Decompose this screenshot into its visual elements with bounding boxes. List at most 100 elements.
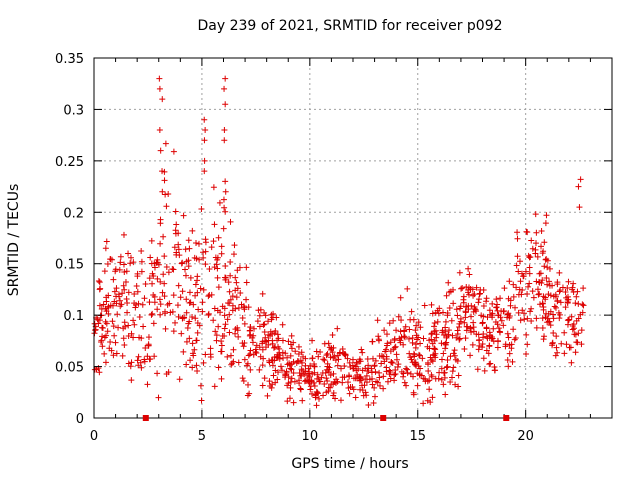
data-point (159, 188, 166, 195)
data-point (272, 328, 279, 335)
data-point (369, 355, 376, 362)
data-point (393, 327, 400, 334)
data-point (432, 327, 439, 334)
data-point (402, 323, 409, 330)
data-point (218, 250, 225, 257)
data-point (226, 329, 233, 336)
data-point (444, 357, 451, 364)
data-point (130, 259, 137, 266)
data-point (387, 339, 394, 346)
data-point (375, 333, 382, 340)
data-point (465, 265, 472, 272)
data-point (428, 371, 435, 378)
data-point (543, 256, 550, 263)
data-point (428, 301, 435, 308)
data-point (172, 319, 179, 326)
data-point (210, 184, 217, 191)
data-point (249, 339, 256, 346)
data-point (366, 376, 373, 383)
data-point (177, 294, 184, 301)
data-point (246, 332, 253, 339)
data-point (110, 276, 117, 283)
data-point (187, 274, 194, 281)
data-point (125, 289, 132, 296)
data-point (130, 334, 137, 341)
data-point (186, 299, 193, 306)
data-point (288, 332, 295, 339)
data-point (154, 256, 161, 263)
data-point (386, 367, 393, 374)
data-point (486, 361, 493, 368)
y-tick-label: 0.15 (55, 258, 84, 273)
data-point (549, 282, 556, 289)
data-point (111, 332, 118, 339)
data-point (497, 295, 504, 302)
data-point (368, 365, 375, 372)
data-point (117, 259, 124, 266)
data-point (91, 330, 98, 337)
data-point (288, 375, 295, 382)
data-point (274, 376, 281, 383)
data-point (290, 339, 297, 346)
data-point (373, 378, 380, 385)
data-point (513, 284, 520, 291)
data-point (443, 364, 450, 371)
data-point (186, 245, 193, 252)
data-point (504, 330, 511, 337)
data-point (466, 291, 473, 298)
data-point (480, 355, 487, 362)
data-point (210, 317, 217, 324)
data-point (201, 157, 208, 164)
data-point (462, 335, 469, 342)
data-point (502, 343, 509, 350)
data-point (199, 308, 206, 315)
data-point (453, 306, 460, 313)
data-point (276, 355, 283, 362)
data-point (561, 350, 568, 357)
data-point (156, 85, 163, 92)
data-point (359, 349, 366, 356)
data-point (443, 292, 450, 299)
data-point (505, 363, 512, 370)
data-point (202, 236, 209, 243)
data-point (534, 253, 541, 260)
data-point (148, 311, 155, 318)
data-point (116, 266, 123, 273)
data-point (222, 101, 229, 108)
data-point (363, 372, 370, 379)
data-point (191, 254, 198, 261)
data-point (469, 341, 476, 348)
data-point (534, 286, 541, 293)
data-point (393, 351, 400, 358)
data-point (539, 300, 546, 307)
data-point (466, 271, 473, 278)
data-point (334, 325, 341, 332)
data-point (327, 384, 334, 391)
data-point (211, 383, 218, 390)
data-point (241, 339, 248, 346)
data-point (200, 254, 207, 261)
data-point (222, 188, 229, 195)
data-point (413, 322, 420, 329)
data-point (276, 349, 283, 356)
data-point (312, 394, 319, 401)
data-point (528, 305, 535, 312)
data-point (195, 240, 202, 247)
data-point (474, 366, 481, 373)
data-point (456, 335, 463, 342)
data-point (323, 375, 330, 382)
data-point (447, 379, 454, 386)
data-point (231, 242, 238, 249)
data-point (221, 204, 228, 211)
data-point (376, 374, 383, 381)
data-point (479, 319, 486, 326)
data-point (264, 392, 271, 399)
data-point (467, 352, 474, 359)
data-point (321, 380, 328, 387)
data-point (519, 307, 526, 314)
data-point (183, 309, 190, 316)
data-point (463, 303, 470, 310)
data-point (383, 364, 390, 371)
gap-marker (503, 415, 510, 421)
data-point (578, 341, 585, 348)
